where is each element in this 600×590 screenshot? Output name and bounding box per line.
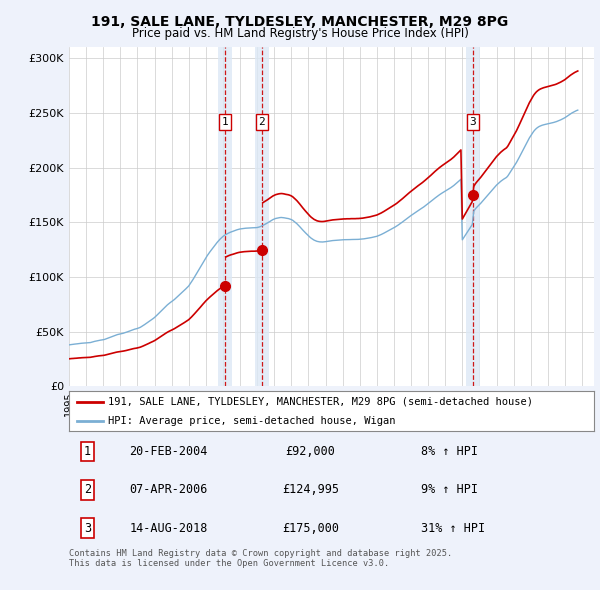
- Text: 8% ↑ HPI: 8% ↑ HPI: [421, 445, 478, 458]
- Text: 3: 3: [470, 117, 476, 127]
- Text: 9% ↑ HPI: 9% ↑ HPI: [421, 483, 478, 496]
- Text: 1: 1: [84, 445, 91, 458]
- Text: Contains HM Land Registry data © Crown copyright and database right 2025.
This d: Contains HM Land Registry data © Crown c…: [69, 549, 452, 568]
- Text: £92,000: £92,000: [286, 445, 335, 458]
- Text: 20-FEB-2004: 20-FEB-2004: [130, 445, 208, 458]
- Text: 31% ↑ HPI: 31% ↑ HPI: [421, 522, 485, 535]
- Text: HPI: Average price, semi-detached house, Wigan: HPI: Average price, semi-detached house,…: [109, 416, 396, 425]
- Text: 1: 1: [222, 117, 229, 127]
- Text: 2: 2: [84, 483, 91, 496]
- Text: 2: 2: [259, 117, 265, 127]
- Text: 191, SALE LANE, TYLDESLEY, MANCHESTER, M29 8PG: 191, SALE LANE, TYLDESLEY, MANCHESTER, M…: [91, 15, 509, 29]
- Text: 3: 3: [84, 522, 91, 535]
- Text: 07-APR-2006: 07-APR-2006: [130, 483, 208, 496]
- Text: Price paid vs. HM Land Registry's House Price Index (HPI): Price paid vs. HM Land Registry's House …: [131, 27, 469, 40]
- Bar: [218, 47, 232, 386]
- Text: 191, SALE LANE, TYLDESLEY, MANCHESTER, M29 8PG (semi-detached house): 191, SALE LANE, TYLDESLEY, MANCHESTER, M…: [109, 397, 533, 407]
- Bar: [255, 47, 269, 386]
- Text: 14-AUG-2018: 14-AUG-2018: [130, 522, 208, 535]
- Text: £124,995: £124,995: [282, 483, 339, 496]
- Text: £175,000: £175,000: [282, 522, 339, 535]
- Bar: [466, 47, 480, 386]
